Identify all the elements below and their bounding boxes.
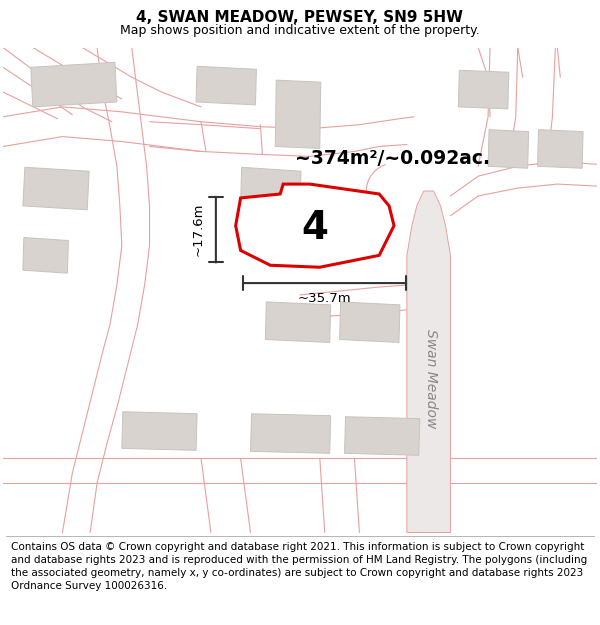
Polygon shape: [23, 238, 68, 273]
Polygon shape: [275, 80, 321, 149]
Text: 4, SWAN MEADOW, PEWSEY, SN9 5HW: 4, SWAN MEADOW, PEWSEY, SN9 5HW: [137, 11, 464, 26]
Polygon shape: [122, 412, 197, 451]
Polygon shape: [340, 302, 400, 343]
Polygon shape: [196, 66, 256, 105]
Polygon shape: [265, 302, 331, 343]
Polygon shape: [407, 191, 451, 532]
Polygon shape: [458, 70, 509, 109]
Polygon shape: [344, 417, 420, 455]
Polygon shape: [488, 129, 529, 168]
Polygon shape: [251, 414, 331, 453]
Polygon shape: [23, 168, 89, 210]
Polygon shape: [236, 184, 394, 268]
Text: Swan Meadow: Swan Meadow: [424, 329, 437, 429]
Text: ~374m²/~0.092ac.: ~374m²/~0.092ac.: [295, 149, 490, 168]
Text: 4: 4: [301, 209, 328, 247]
Polygon shape: [31, 62, 117, 107]
Polygon shape: [312, 199, 346, 228]
Polygon shape: [241, 168, 301, 210]
Text: Map shows position and indicative extent of the property.: Map shows position and indicative extent…: [120, 24, 480, 37]
Text: ~17.6m: ~17.6m: [191, 203, 205, 256]
Text: ~35.7m: ~35.7m: [298, 292, 352, 306]
Text: Contains OS data © Crown copyright and database right 2021. This information is : Contains OS data © Crown copyright and d…: [11, 542, 587, 591]
Polygon shape: [538, 129, 583, 168]
